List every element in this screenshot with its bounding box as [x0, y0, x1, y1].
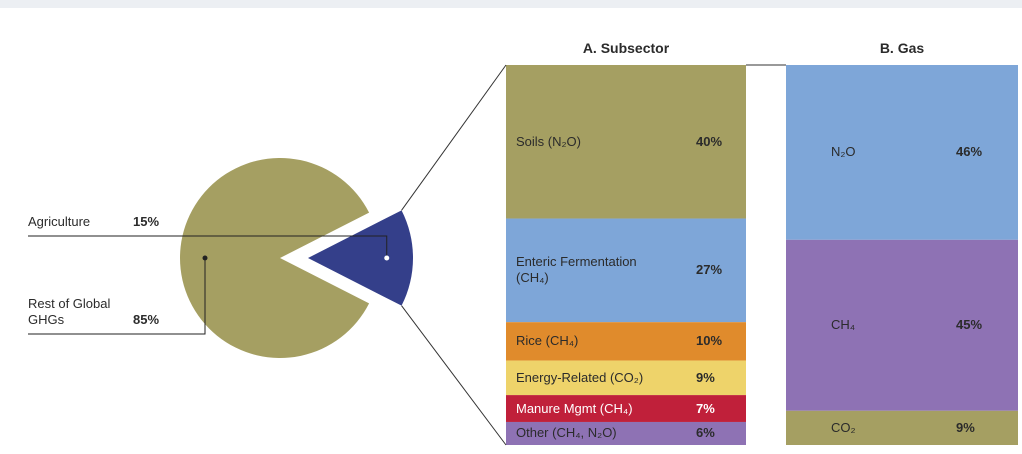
segment-label: Other (CH₄, N₂O) [516, 425, 617, 441]
segment-value: 10% [696, 333, 723, 349]
segment-label: Soils (N₂O) [516, 133, 581, 149]
connector-line [401, 305, 507, 446]
segment-label: CH₄ [831, 317, 856, 333]
segment-label: Enteric Fermentation (CH₄) [516, 254, 637, 286]
bar-segment [786, 410, 1018, 445]
bar-title: A. Subsector [582, 40, 670, 56]
segment-value: 6% [696, 425, 715, 441]
bar-segment [506, 360, 746, 396]
segment-label: CO₂ [831, 419, 856, 435]
pie-value: 85% [133, 312, 160, 327]
bar-segment [786, 239, 1018, 411]
segment-value: 45% [956, 317, 983, 333]
bar-segment [506, 421, 746, 445]
segment-value: 9% [696, 369, 715, 385]
segment-value: 46% [956, 144, 983, 160]
bar-title: B. Gas [879, 40, 925, 56]
pie-slice [308, 210, 414, 306]
segment-label: N₂O [831, 144, 856, 160]
bar-segment [506, 218, 746, 323]
bar-segment [506, 65, 746, 219]
segment-value: 9% [956, 419, 975, 435]
pie-label: Agriculture [28, 214, 91, 229]
segment-label: Energy-Related (CO₂) [516, 369, 644, 385]
segment-label: Manure Mgmt (CH₄) [516, 400, 633, 416]
top-strip [0, 0, 1022, 8]
leader-dot [202, 255, 208, 261]
bar-segment [506, 322, 746, 361]
pie-value: 15% [133, 214, 160, 229]
segment-value: 7% [696, 400, 715, 416]
bar-segment [786, 65, 1018, 240]
pie-label: Rest of Global GHGs [28, 296, 111, 327]
leader-line [28, 235, 388, 258]
segment-value: 40% [696, 133, 723, 149]
leader-dot [384, 255, 390, 261]
connector-line [401, 64, 507, 211]
bar-segment [506, 395, 746, 422]
leader-line [28, 258, 206, 335]
segment-value: 27% [696, 262, 723, 278]
segment-label: Rice (CH₄) [516, 333, 579, 349]
pie-slice [179, 157, 370, 358]
